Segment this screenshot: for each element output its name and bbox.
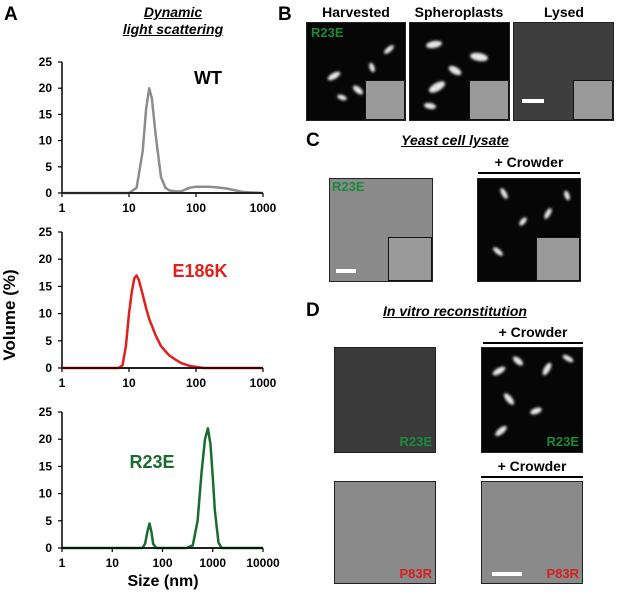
panel-b-letter: B [278,4,292,25]
y-tick-label: 5 [45,160,52,174]
chart-r23e: 0 5 10 15 20 25 1 10 100 1000 10000 R23E [39,405,280,570]
x-tick-label: 1 [59,376,66,390]
scale-bar-c [336,269,356,273]
y-tick-label: 10 [39,487,53,501]
x-tick-label: 1000 [250,376,277,390]
inset-brightfield-spheroplasts [469,80,509,120]
label-lysed: Lysed [544,4,584,20]
label-spheroplasts: Spheroplasts [414,4,504,20]
crowder-line-c [478,172,580,174]
y-tick-label: 15 [39,279,53,293]
micrograph-p83r: P83R [334,481,436,584]
crowder-line-d-bottom [481,476,583,478]
y-tick-label: 20 [39,81,53,95]
chart-wt: 0 5 10 15 20 25 1 10 100 1000 WT [39,55,277,215]
scale-bar-b [522,99,544,103]
inset-brightfield-crowder [536,237,580,281]
series-label-e186k: E186K [172,261,227,281]
label-harvested: Harvested [322,4,390,20]
tag-r23e-b: R23E [311,25,344,40]
crowder-label-d-top: + Crowder [498,324,568,340]
x-tick-label: 10000 [246,556,280,570]
y-tick-label: 5 [45,334,52,348]
x-tick-label: 100 [152,556,172,570]
tag-r23e-c: R23E [332,179,365,194]
series-label-r23e: R23E [129,452,174,472]
y-tick-label: 10 [39,307,53,321]
series-line-e186k [62,274,263,370]
series-line-wt [62,86,264,195]
yeast-lysate-title: Yeast cell lysate [401,132,509,148]
inset-brightfield-harvested [365,80,405,120]
y-tick-label: 0 [45,361,52,375]
y-tick-label: 5 [45,514,52,528]
series-line-r23e [62,427,263,550]
x-tick-label: 100 [186,376,206,390]
micrograph-lysate-crowder [477,178,581,282]
x-tick-label: 100 [186,201,206,215]
y-tick-label: 20 [39,432,53,446]
crowder-label-c: + Crowder [494,154,564,170]
micrograph-lysed [513,22,614,121]
y-tick-label: 20 [39,252,53,266]
panel-a-letter: A [4,4,18,25]
inset-brightfield-lysate [388,237,432,281]
crowder-line-d-top [483,342,583,344]
micrograph-p83r-crowder: P83R [481,481,583,584]
y-tick-label: 0 [45,186,52,200]
inset-brightfield-lysed [573,80,613,120]
x-tick-label: 10 [106,556,120,570]
x-tick-label: 10 [122,376,136,390]
y-tick-label: 25 [39,405,53,419]
tag-p83r-d2: P83R [546,566,579,581]
chart-e186k: 0 5 10 15 20 25 1 10 100 1000 E186K [39,225,277,390]
tag-p83r-d1: P83R [399,566,432,581]
dls-title-line1: Dynamic [143,4,203,20]
micrograph-r23e: R23E [334,347,436,453]
x-tick-label: 1 [59,556,66,570]
panel-d-letter: D [306,300,320,321]
x-tick-label: 1000 [250,201,277,215]
series-label-wt: WT [194,68,222,88]
panel-c-letter: C [306,130,320,151]
y-tick-label: 25 [39,225,53,239]
y-tick-label: 25 [39,55,53,69]
dls-title-line2: light scattering [122,21,224,37]
y-tick-label: 10 [39,134,53,148]
in-vitro-title: In vitro reconstitution [383,303,527,319]
tag-r23e-d1: R23E [399,434,432,449]
y-tick-label: 0 [45,541,52,555]
micrograph-lysate: R23E [329,178,433,282]
tag-r23e-d2: R23E [546,434,579,449]
crowder-label-d-bottom: + Crowder [497,458,567,474]
y-tick-label: 15 [39,107,53,121]
scale-bar-d [492,572,522,576]
x-tick-label: 1000 [199,556,226,570]
x-tick-label: 1 [59,201,66,215]
micrograph-spheroplasts [409,22,510,121]
x-axis-label: Size (nm) [127,573,199,590]
y-tick-label: 15 [39,459,53,473]
micrograph-harvested: R23E [306,22,406,121]
micrograph-r23e-crowder: R23E [481,347,583,453]
x-tick-label: 10 [122,201,136,215]
